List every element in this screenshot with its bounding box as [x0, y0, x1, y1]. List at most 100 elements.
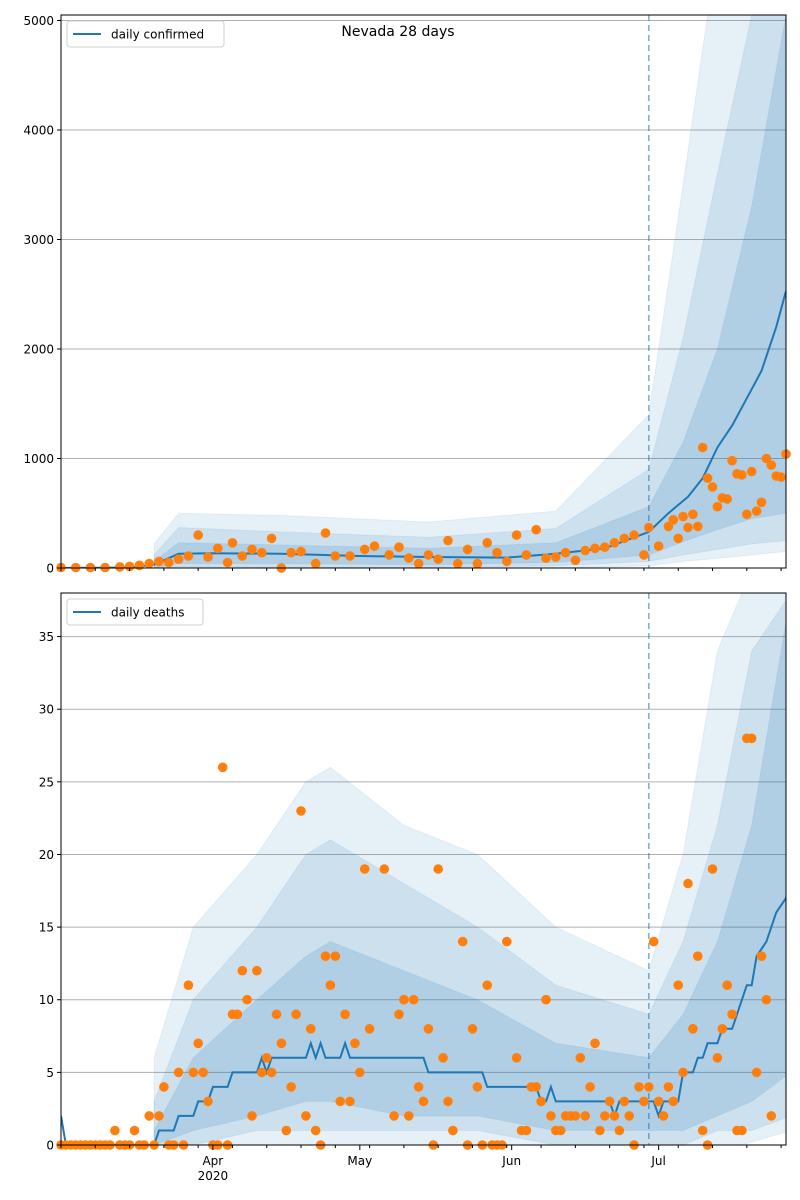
observed-point	[453, 558, 463, 569]
y-tick-label: 3000	[23, 233, 54, 247]
observed-point	[590, 543, 600, 554]
y-tick-label: 5000	[23, 14, 54, 28]
observed-point	[668, 515, 679, 525]
observed-point	[634, 1082, 644, 1092]
observed-point	[227, 538, 238, 548]
legend-box	[66, 20, 225, 48]
observed-point	[423, 1024, 434, 1034]
observed-point	[511, 1053, 522, 1063]
observed-point	[203, 1096, 213, 1107]
observed-point	[688, 1024, 698, 1034]
observed-point	[399, 994, 409, 1005]
observed-point	[404, 1111, 414, 1121]
observed-point	[619, 1096, 630, 1107]
observed-point	[614, 1125, 625, 1136]
legend-label: daily deaths	[111, 606, 184, 620]
observed-point	[237, 965, 248, 976]
observed-point	[697, 1125, 708, 1136]
band-95	[153, 593, 786, 1145]
observed-point	[242, 994, 252, 1005]
observed-point	[271, 1009, 282, 1020]
observed-point	[644, 1082, 654, 1092]
observed-point	[766, 460, 777, 470]
observed-point	[257, 547, 267, 558]
x-tick-label: May	[347, 1154, 372, 1168]
observed-point	[164, 557, 174, 568]
observed-point	[580, 1111, 590, 1121]
observed-point	[433, 554, 444, 564]
observed-point	[291, 1009, 301, 1020]
observed-point	[144, 558, 154, 569]
x-tick-label: Jun	[501, 1154, 521, 1168]
observed-point	[359, 544, 370, 555]
observed-point	[310, 1125, 321, 1136]
y-tick-label: 0	[46, 562, 54, 576]
observed-point	[389, 1111, 399, 1121]
observed-point	[413, 558, 424, 569]
observed-point	[276, 1038, 287, 1049]
observed-point	[722, 980, 732, 990]
observed-point	[247, 544, 257, 555]
observed-point	[712, 1053, 723, 1063]
observed-point	[188, 1067, 199, 1078]
observed-point	[213, 543, 223, 554]
observed-point	[173, 1067, 184, 1078]
observed-point	[154, 1111, 164, 1121]
observed-point	[737, 470, 747, 480]
observed-point	[154, 556, 164, 567]
y-tick-label: 10	[39, 993, 54, 1007]
observed-point	[653, 541, 664, 551]
observed-point	[173, 554, 184, 564]
figure-title: Nevada 28 days	[341, 24, 454, 40]
observed-point	[766, 1111, 777, 1121]
y-tick-label: 1000	[23, 452, 54, 466]
observed-point	[609, 538, 620, 548]
observed-point	[575, 1053, 586, 1063]
observed-point	[345, 551, 355, 561]
x-tick-label: Jul	[650, 1154, 665, 1168]
observed-point	[232, 1009, 243, 1020]
observed-point	[673, 533, 683, 544]
observed-point	[683, 522, 693, 533]
observed-point	[144, 1111, 154, 1121]
observed-point	[502, 556, 512, 567]
observed-point	[776, 472, 786, 482]
observed-point	[320, 528, 331, 538]
observed-point	[600, 1111, 610, 1121]
band-50	[153, 619, 786, 1145]
observed-point	[761, 994, 772, 1005]
observed-point	[707, 482, 718, 492]
observed-point	[345, 1096, 355, 1107]
observed-point	[306, 1024, 316, 1034]
observed-point	[394, 542, 404, 552]
observed-point	[335, 1096, 346, 1107]
observed-point	[639, 1096, 649, 1107]
observed-point	[467, 1024, 478, 1034]
observed-point	[448, 1125, 458, 1136]
observed-point	[443, 535, 453, 546]
observed-point	[678, 1067, 688, 1078]
observed-point	[751, 1067, 762, 1078]
observed-point	[237, 551, 248, 561]
plot-content	[61, 15, 786, 568]
observed-point	[252, 965, 262, 976]
observed-point	[482, 980, 493, 990]
observed-point	[712, 501, 723, 512]
observed-point	[697, 442, 708, 453]
observed-point	[707, 864, 718, 874]
band-95	[153, 15, 786, 568]
observed-point	[546, 1111, 556, 1121]
observed-point	[257, 1067, 267, 1078]
legend: daily confirmed	[66, 20, 225, 48]
observed-point	[555, 1125, 566, 1136]
observed-point	[536, 1096, 546, 1107]
observed-point	[511, 530, 522, 540]
observed-point	[570, 1111, 581, 1121]
y-tick-label: 20	[39, 848, 54, 862]
observed-point	[129, 1125, 140, 1136]
observed-point	[296, 546, 306, 557]
observed-point	[746, 466, 757, 477]
observed-point	[653, 1096, 664, 1107]
observed-point	[492, 547, 502, 558]
observed-point	[756, 951, 767, 961]
